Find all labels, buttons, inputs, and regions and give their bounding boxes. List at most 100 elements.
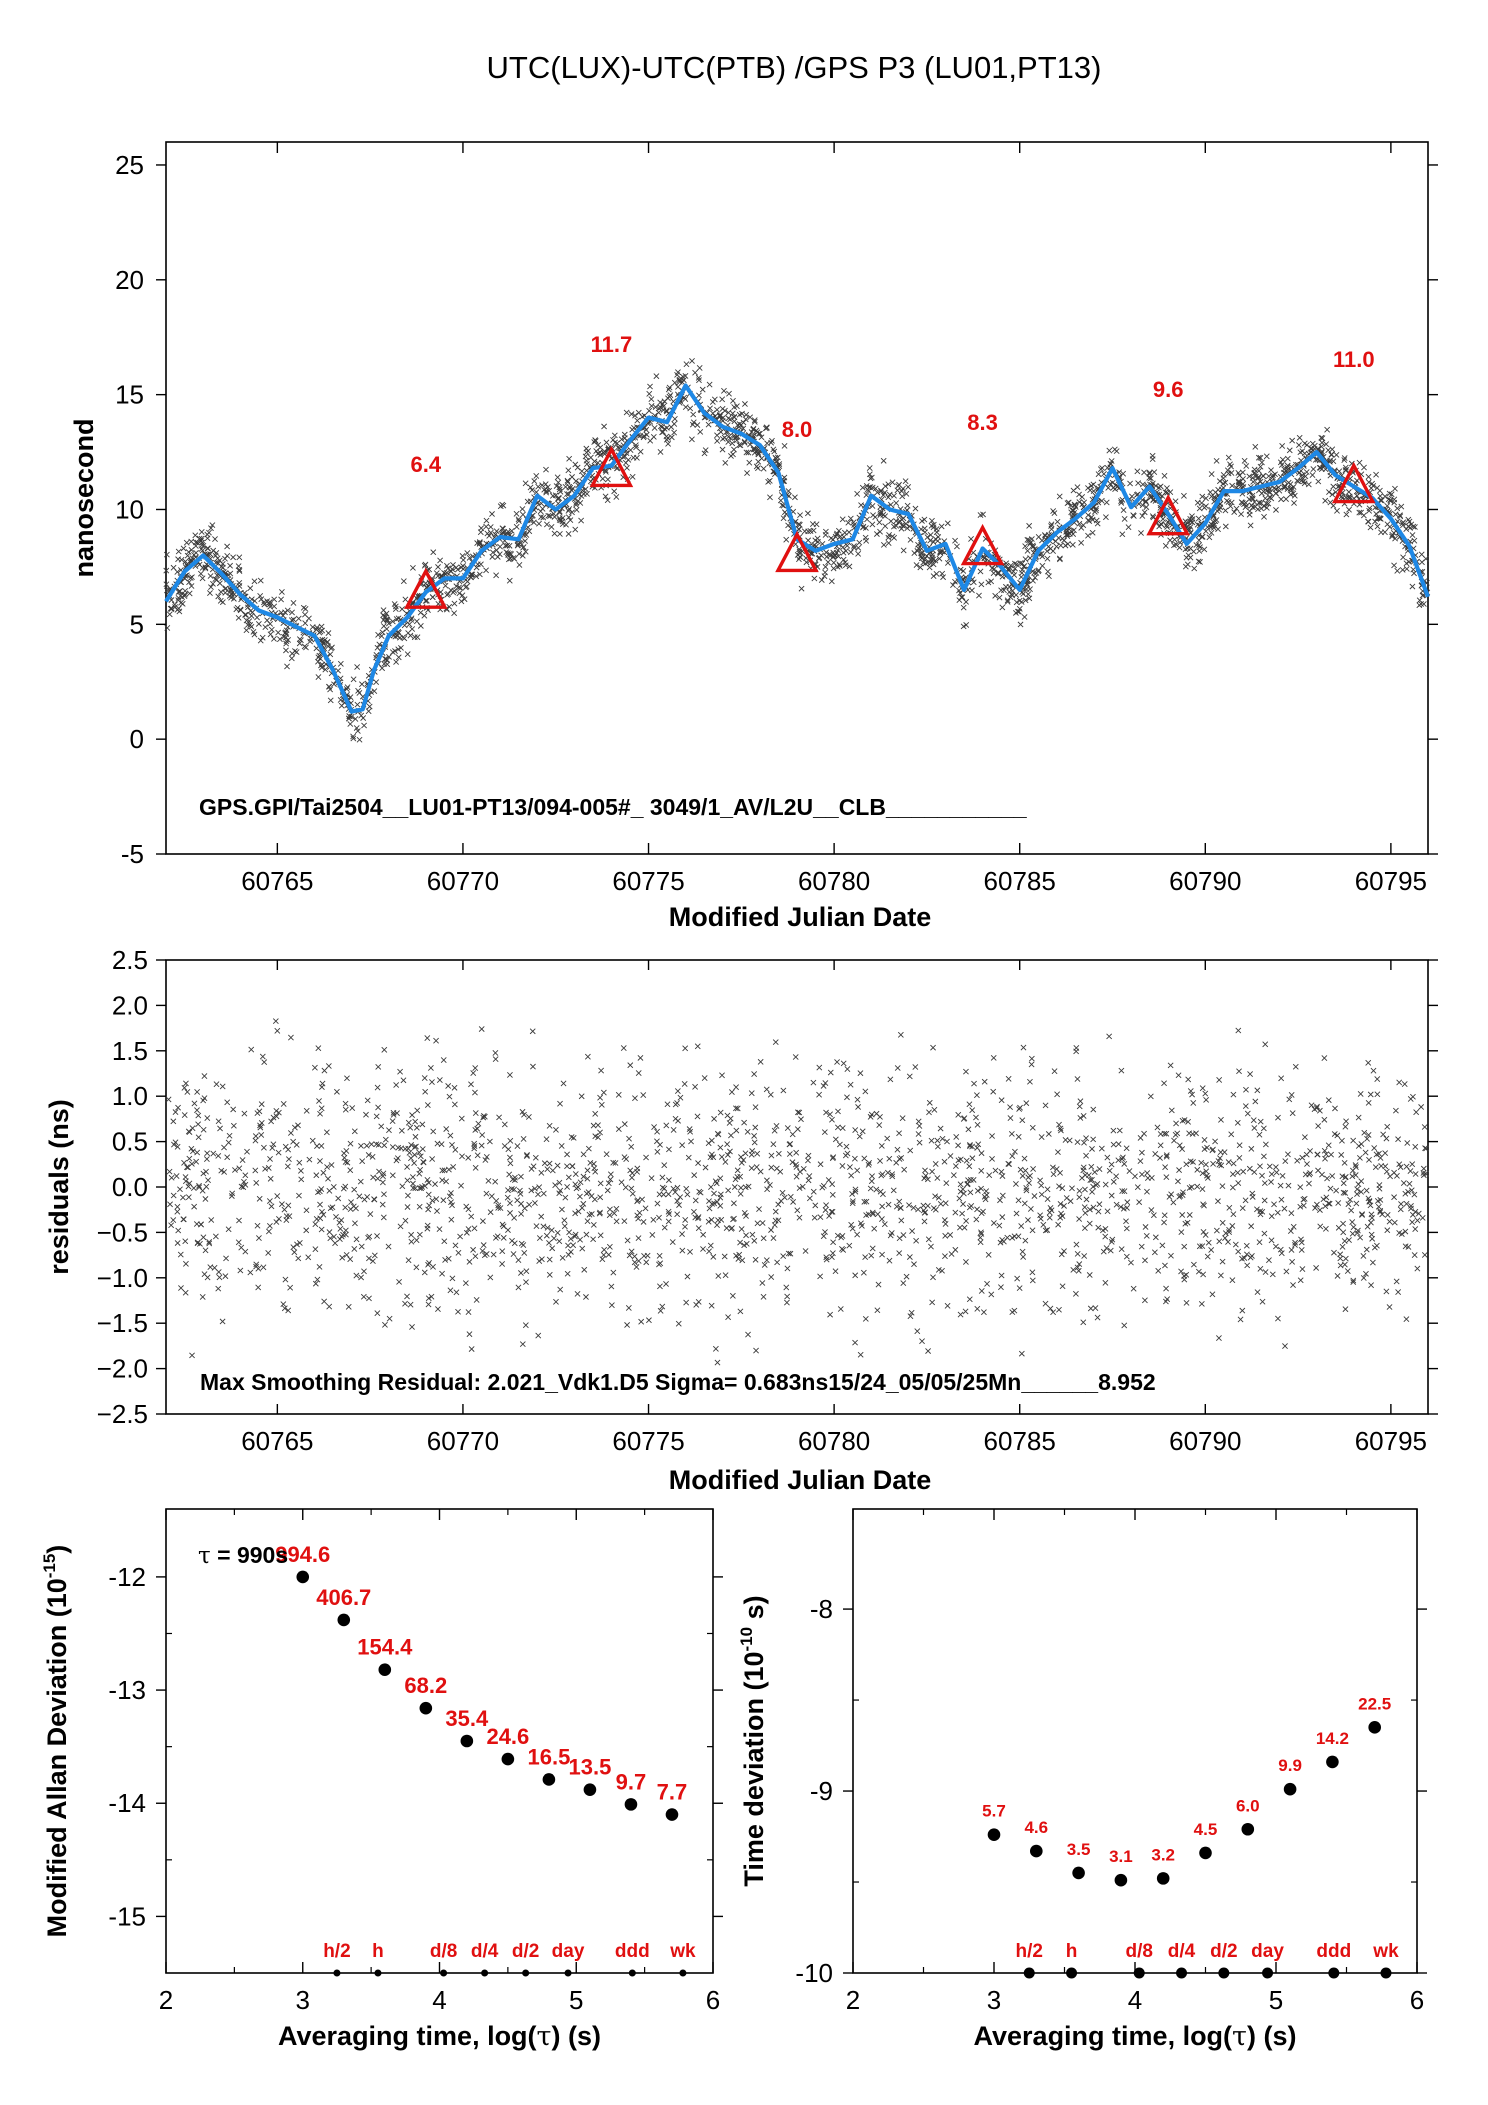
residual-point [832, 1268, 839, 1275]
residual-point [855, 1104, 862, 1110]
top-measurement-point [278, 596, 284, 603]
residual-point [1369, 1235, 1376, 1242]
residual-point [851, 1155, 858, 1162]
top-measurement-point [551, 514, 558, 520]
top-measurement-point [268, 626, 275, 633]
top-measurement-point [493, 572, 500, 579]
top-measurement-point [1026, 595, 1033, 602]
residual-point [518, 1270, 524, 1276]
residual-point [1057, 1200, 1064, 1207]
residual-point [449, 1275, 456, 1282]
residual-point [1108, 1161, 1115, 1168]
residual-point [1274, 1209, 1281, 1216]
residual-point [1386, 1304, 1393, 1310]
residual-point [1366, 1198, 1373, 1205]
residual-point [564, 1151, 570, 1158]
residual-point [359, 1158, 366, 1165]
residual-point [190, 1148, 196, 1155]
top-measurement-point [325, 630, 332, 637]
residual-point [825, 1177, 832, 1183]
residual-point [1081, 1204, 1088, 1211]
residual-point [1196, 1243, 1203, 1250]
residual-point [486, 1138, 493, 1145]
top-measurement-point [744, 470, 750, 476]
top-measurement-point [898, 488, 905, 495]
residual-point [629, 1170, 636, 1177]
residual-point [963, 1218, 970, 1224]
residual-point [200, 1170, 207, 1177]
residual-point [397, 1068, 403, 1075]
top-measurement-point [1372, 518, 1378, 525]
top-measurement-point [1026, 522, 1033, 529]
residual-point [580, 1151, 587, 1158]
adev-y-tick-label: -14 [108, 1788, 146, 1818]
residual-point [912, 1064, 919, 1070]
top-measurement-point [1149, 513, 1156, 520]
top-measurement-point [1405, 516, 1412, 523]
residual-point [419, 1184, 426, 1190]
top-measurement-point [1014, 608, 1021, 615]
residual-point [405, 1119, 412, 1126]
residual-point [1249, 1193, 1256, 1200]
residual-point [499, 1261, 506, 1267]
residual-point [793, 1164, 800, 1170]
residual-point [1126, 1168, 1133, 1175]
residual-point [1046, 1214, 1053, 1221]
residual-point [1095, 1224, 1102, 1231]
top-measurement-point [1093, 505, 1100, 512]
top-measurement-point [1088, 514, 1095, 521]
residual-point [1367, 1091, 1374, 1098]
residual-point [351, 1246, 358, 1252]
residual-point [261, 1059, 268, 1066]
residual-point [168, 1222, 175, 1229]
top-measurement-point [500, 502, 507, 509]
residual-point [877, 1188, 884, 1195]
top-measurement-point [1206, 534, 1213, 541]
adev-data-point [378, 1663, 392, 1677]
residual-point [219, 1318, 226, 1325]
top-measurement-point [1022, 543, 1029, 550]
top-measurement-point [885, 534, 892, 541]
adev-y-tick-label: -13 [108, 1675, 146, 1705]
top-measurement-point [637, 448, 644, 455]
adev-y-tick-label: -12 [108, 1562, 146, 1592]
top-measurement-point [856, 539, 863, 546]
residual-point [323, 1129, 330, 1136]
top-measurement-point [725, 439, 732, 445]
residual-point [436, 1077, 443, 1083]
residual-point [465, 1226, 472, 1232]
residual-point [682, 1045, 689, 1052]
top-measurement-point [707, 405, 713, 412]
residual-point [177, 1251, 184, 1258]
residual-point [634, 1168, 641, 1175]
adev-data-point [296, 1570, 310, 1584]
residual-point [439, 1177, 446, 1184]
tdev-marker-label: d/4 [1168, 1941, 1196, 1962]
residual-point [1230, 1091, 1237, 1098]
residual-point [1349, 1219, 1356, 1225]
residual-point [706, 1198, 712, 1205]
residual-point [480, 1114, 487, 1121]
residual-point [472, 1164, 479, 1171]
residual-point [185, 1164, 191, 1171]
top-measurement-point [526, 528, 533, 535]
residual-point [1072, 1290, 1079, 1297]
residual-point [446, 1193, 453, 1200]
top-measurement-point [335, 667, 342, 674]
residual-point [342, 1231, 349, 1238]
residual-point [440, 1197, 447, 1204]
adev-plot-frame [165, 1508, 714, 1974]
top-measurement-point [1342, 467, 1349, 474]
top-measurement-point [1282, 483, 1289, 490]
residual-point [373, 1113, 380, 1120]
residual-point [748, 1151, 755, 1158]
residual-point [381, 1046, 388, 1053]
top-measurement-point [727, 435, 734, 441]
top-measurement-point [1039, 553, 1046, 560]
residual-point [1139, 1149, 1145, 1156]
residual-point [1239, 1255, 1245, 1262]
residual-point [442, 1257, 449, 1263]
top-measurement-point [515, 518, 522, 524]
top-measurement-point [247, 585, 254, 592]
residual-point [296, 1159, 303, 1166]
